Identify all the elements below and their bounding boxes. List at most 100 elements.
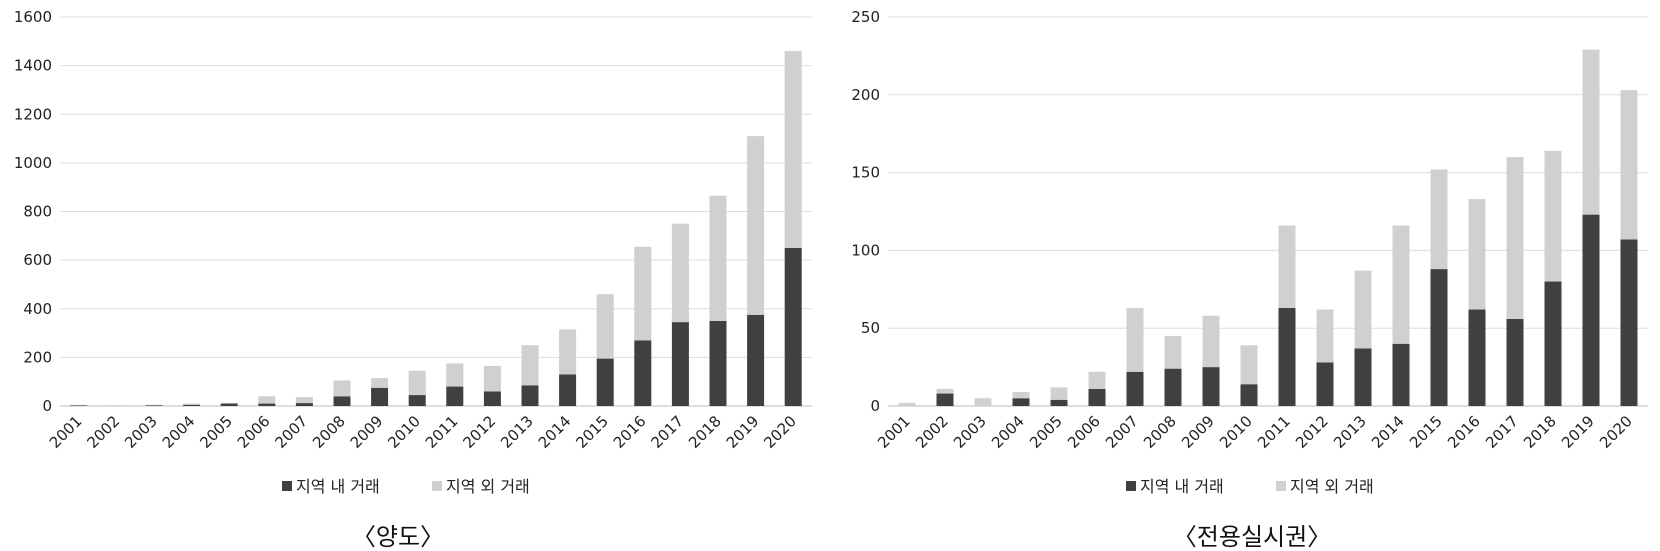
x-tick-label: 2008 [1140, 412, 1180, 452]
bar-within-2017 [1506, 318, 1524, 406]
legend-label: 지역 외 거래 [1290, 477, 1374, 496]
bar-within-2019 [747, 314, 765, 406]
bar-within-2008 [1164, 368, 1182, 406]
x-tick-label: 2019 [723, 412, 763, 452]
x-tick-label: 2018 [685, 412, 725, 452]
bar-outside-2010 [408, 370, 426, 396]
bar-outside-2017 [1506, 157, 1524, 319]
y-tick-label: 1400 [14, 57, 52, 75]
y-tick-label: 100 [851, 241, 880, 259]
bar-outside-2005 [220, 402, 238, 404]
y-tick-label: 600 [23, 251, 52, 269]
bar-outside-2004 [1012, 391, 1030, 399]
bar-outside-2017 [671, 223, 689, 323]
bar-outside-2003 [974, 398, 992, 406]
chart-title: 〈양도〉 [352, 523, 444, 551]
bar-within-2005 [1050, 399, 1068, 406]
bar-within-2018 [1544, 281, 1562, 406]
x-tick-label: 2012 [459, 412, 499, 452]
x-tick-label: 2001 [46, 412, 86, 452]
bar-within-2019 [1582, 214, 1600, 406]
legend-label: 지역 내 거래 [296, 477, 380, 496]
x-tick-label: 2009 [347, 412, 387, 452]
x-tick-label: 2020 [760, 412, 800, 452]
bar-outside-2016 [1468, 199, 1486, 310]
y-tick-label: 200 [851, 86, 880, 104]
y-tick-label: 1000 [14, 154, 52, 172]
x-tick-label: 2006 [234, 412, 274, 452]
x-tick-label: 2010 [1216, 412, 1256, 452]
x-tick-label: 2004 [988, 412, 1028, 452]
x-tick-label: 2012 [1292, 412, 1332, 452]
legend-swatch [432, 481, 442, 491]
bar-outside-2019 [1582, 49, 1600, 215]
x-tick-label: 2008 [309, 412, 349, 452]
x-tick-label: 2007 [1102, 412, 1142, 452]
bar-outside-2005 [1050, 387, 1068, 400]
bar-outside-2015 [1430, 169, 1448, 270]
y-tick-label: 150 [851, 164, 880, 182]
bar-within-2008 [333, 396, 351, 406]
bar-outside-2019 [747, 136, 765, 315]
x-tick-label: 2010 [384, 412, 424, 452]
bar-within-2011 [446, 386, 464, 406]
bar-outside-2014 [559, 329, 577, 375]
x-tick-label: 2020 [1596, 412, 1636, 452]
legend-swatch [1276, 481, 1286, 491]
x-tick-label: 2019 [1558, 412, 1598, 452]
chart-title: 〈전용실시권〉 [1173, 523, 1331, 551]
x-tick-label: 2002 [83, 412, 123, 452]
bar-outside-2013 [521, 345, 539, 386]
bar-within-2004 [1012, 398, 1030, 406]
bar-within-2010 [1240, 384, 1258, 406]
bar-outside-2012 [483, 365, 501, 392]
bar-within-2016 [634, 340, 652, 406]
bar-within-2003 [145, 405, 163, 406]
legend-label: 지역 내 거래 [1140, 477, 1224, 496]
bar-outside-2007 [1126, 307, 1144, 372]
x-tick-label: 2015 [572, 412, 612, 452]
bar-within-2006 [1088, 388, 1106, 406]
bar-within-2004 [183, 404, 201, 406]
x-tick-label: 2003 [121, 412, 161, 452]
bar-outside-2002 [936, 388, 954, 394]
bar-outside-2015 [596, 294, 614, 359]
bar-within-2014 [1392, 343, 1410, 406]
bar-outside-2018 [709, 195, 727, 321]
bar-outside-2020 [1620, 90, 1638, 240]
y-tick-label: 1600 [14, 8, 52, 26]
bar-outside-2011 [1278, 225, 1296, 308]
x-tick-label: 2015 [1406, 412, 1446, 452]
bar-within-2015 [596, 358, 614, 406]
bar-outside-2009 [1202, 315, 1220, 368]
bar-within-2007 [295, 403, 313, 406]
legend-label: 지역 외 거래 [446, 477, 530, 496]
x-tick-label: 2005 [196, 412, 236, 452]
bar-outside-2008 [333, 380, 351, 397]
bar-outside-2008 [1164, 335, 1182, 369]
bar-outside-2007 [295, 397, 313, 404]
y-tick-label: 1200 [14, 105, 52, 123]
bar-within-2011 [1278, 307, 1296, 406]
y-tick-label: 400 [23, 300, 52, 318]
bar-within-2018 [709, 320, 727, 406]
x-tick-label: 2017 [647, 412, 687, 452]
x-tick-label: 2002 [912, 412, 952, 452]
x-tick-label: 2001 [874, 412, 914, 452]
bar-outside-2006 [1088, 371, 1106, 389]
x-tick-label: 2007 [271, 412, 311, 452]
bar-outside-2014 [1392, 225, 1410, 344]
bar-outside-2016 [634, 246, 652, 341]
bar-within-2016 [1468, 309, 1486, 406]
bar-within-2012 [483, 391, 501, 406]
bar-outside-2010 [1240, 345, 1258, 385]
y-tick-label: 50 [861, 319, 880, 337]
bar-outside-2013 [1354, 270, 1372, 349]
bar-outside-2004 [183, 403, 201, 405]
legend-swatch [282, 481, 292, 491]
legend-swatch [1126, 481, 1136, 491]
bar-outside-2001 [898, 402, 916, 406]
bar-outside-2011 [446, 363, 464, 387]
bar-within-2014 [559, 374, 577, 406]
